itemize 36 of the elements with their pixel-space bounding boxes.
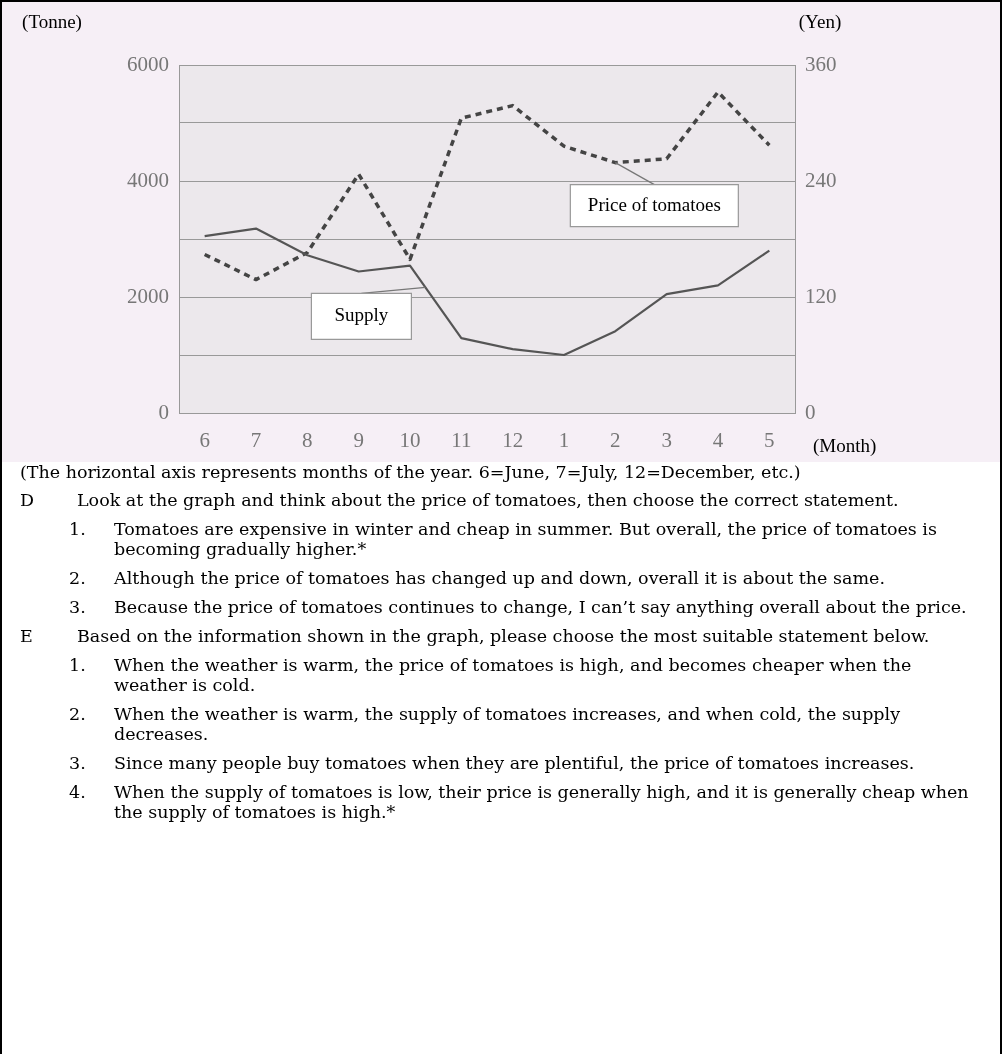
x-tick-label: 5 (764, 428, 775, 453)
y-tick-label: 2000 (127, 283, 169, 308)
text: (The horizontal axis represents months of the year. 6=June, 7=July, 12=December, etc.) (20, 462, 802, 482)
text: 2. When the weather is warm, the supply of tomatoes increases, and when cold, the supply decreases. (69, 704, 901, 744)
y2-tick-label: 120 (805, 283, 837, 308)
x-tick-label: 6 (199, 428, 210, 453)
x-tick-label: 4 (712, 428, 724, 453)
x-tick-label: 10 (399, 428, 421, 453)
y2-tick-label: 360 (805, 51, 837, 76)
y-tick-label: 4000 (127, 167, 169, 192)
x-tick-label: 2 (610, 428, 621, 453)
text: 3. Because the price of tomatoes continues to change, I can’t say anything overall about the price. (69, 597, 967, 617)
y-tick-label: 6000 (127, 51, 169, 76)
y-tick-label: 0 (158, 399, 169, 424)
series-label: Supply (334, 304, 389, 326)
y2-tick-label: 240 (805, 167, 837, 192)
text: 2. Although the price of tomatoes has changed up and down, overall it is about the same. (69, 568, 885, 588)
text: D Look at the graph and think about the price of tomatoes, then choose the correct statement. (20, 490, 899, 510)
line-series (202, 90, 772, 282)
y2-axis-title: (Yen) (798, 10, 842, 33)
x-tick-label: 12 (502, 428, 524, 453)
text: 3. Since many people buy tomatoes when they are plentiful, the price of tomatoes increases. (69, 753, 915, 773)
x-axis-title: (Month) (813, 434, 877, 457)
text: 4. When the supply of tomatoes is low, their price is generally high, and it is generally cheap when the supply of tomatoes is high.* (69, 782, 969, 822)
x-tick-label: 1 (558, 428, 570, 453)
x-tick-label: 9 (353, 428, 364, 453)
y2-tick-label: 0 (805, 399, 816, 424)
x-tick-label: 7 (250, 428, 262, 453)
series-label: Price of tomatoes (587, 193, 721, 215)
x-tick-label: 8 (302, 428, 313, 453)
text: 1. When the weather is warm, the price of tomatoes is high, and becomes cheaper when the weather is cold. (69, 655, 912, 695)
x-tick-label: 11 (451, 428, 472, 453)
text: 1. Tomatoes are expensive in winter and cheap in summer. But overall, the price of tomatoes is becoming gradually higher.* (69, 519, 937, 559)
text: E Based on the information shown in the graph, please choose the most suitable statement below. (20, 626, 930, 646)
x-tick-label: 3 (661, 428, 672, 453)
y-axis-title: (Tonne) (22, 10, 82, 33)
